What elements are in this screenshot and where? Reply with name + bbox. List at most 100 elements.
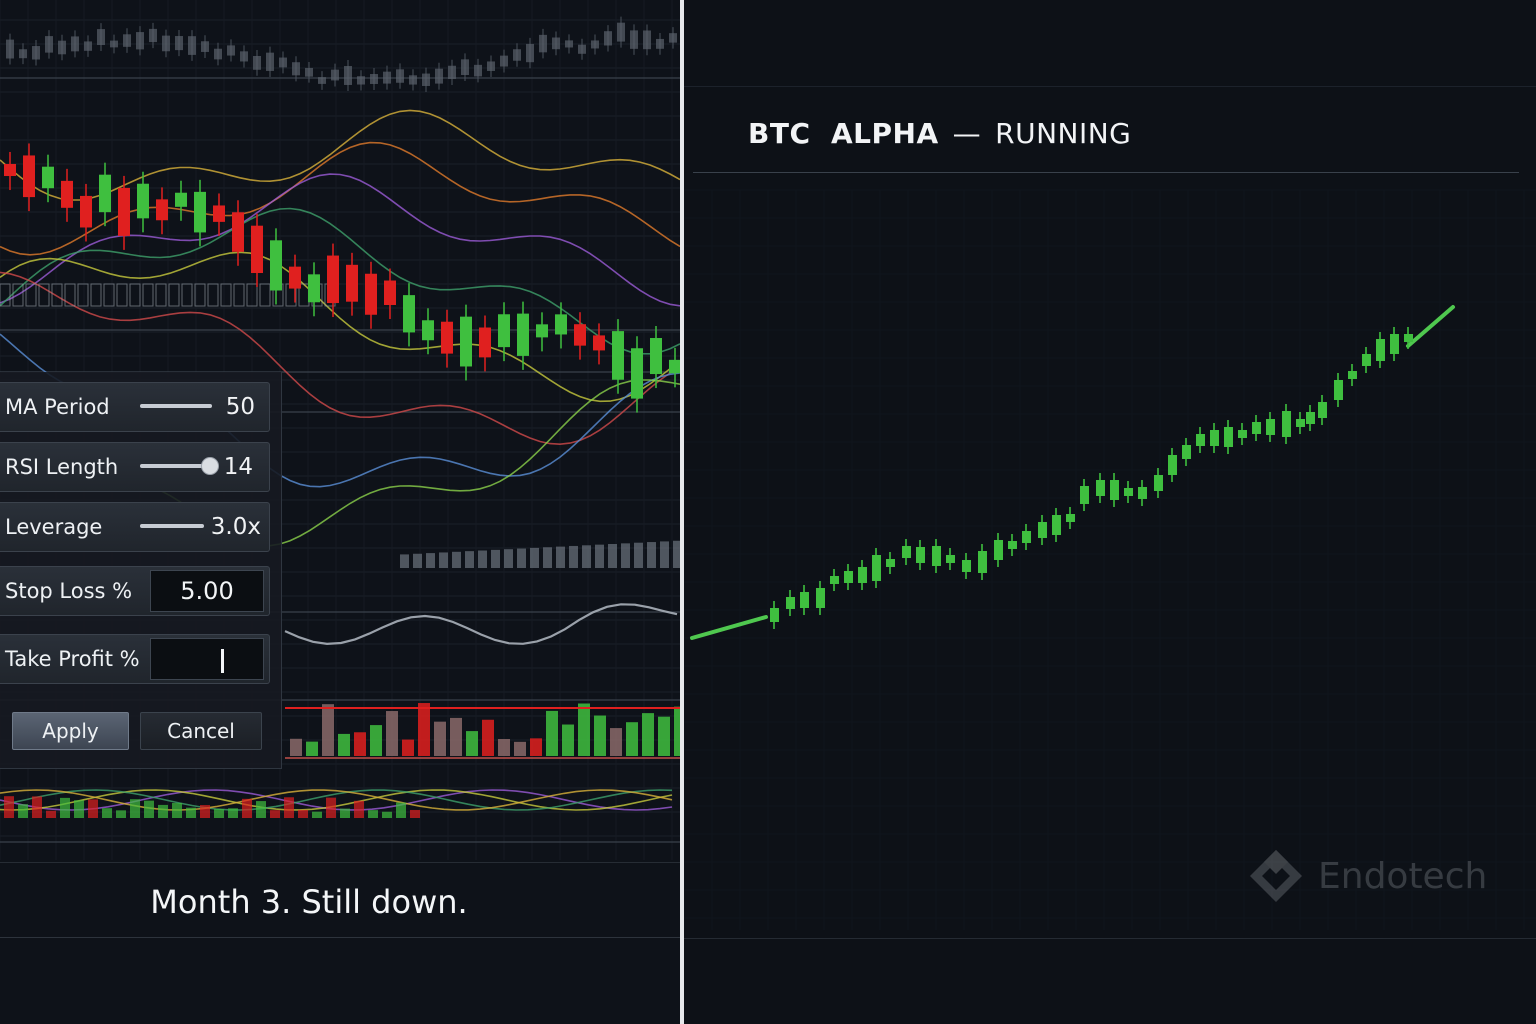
lower-candle (144, 800, 154, 818)
stop-loss-label: Stop Loss % (5, 579, 133, 603)
faded-candle (513, 49, 521, 61)
lower-candle (396, 802, 406, 818)
endotech-watermark: Endotech (1246, 845, 1487, 907)
faded-candle (487, 61, 495, 71)
faded-candle (6, 39, 14, 59)
lower-candle (410, 809, 420, 818)
outline-candle (259, 283, 271, 307)
outline-candle (155, 283, 167, 307)
take-profit-input[interactable] (150, 638, 264, 680)
outline-candle (181, 283, 193, 307)
faded-candle (552, 37, 560, 50)
ma-period-slider[interactable] (140, 404, 212, 408)
grey-bar (673, 540, 680, 568)
lower-candle (382, 811, 392, 818)
faded-candle (292, 62, 300, 76)
lower-candle (4, 796, 14, 818)
faded-candle (279, 57, 287, 68)
bull-candle (1348, 371, 1357, 379)
bull-candle (1334, 380, 1343, 400)
bull-candle (669, 359, 680, 374)
faded-candle (201, 41, 209, 52)
outline-candle (90, 283, 102, 307)
faded-candle (331, 69, 339, 81)
apply-button[interactable]: Apply (12, 712, 129, 750)
cancel-button[interactable]: Cancel (140, 712, 262, 750)
lower-candle (88, 799, 98, 818)
faded-candle (344, 66, 352, 85)
lower-candle (284, 797, 294, 818)
bull-candle (1196, 434, 1205, 446)
bull-candle (403, 295, 415, 333)
grey-bar (660, 541, 669, 568)
bull-candle (1224, 427, 1233, 447)
volume-bar (450, 717, 462, 756)
outline-candle (220, 283, 232, 307)
bear-candle (156, 199, 168, 221)
faded-candle (110, 40, 118, 48)
lower-indicator-line (0, 789, 673, 811)
trend-start-line (690, 615, 768, 640)
volume-bar (626, 722, 638, 756)
outline-candle (168, 283, 180, 307)
lower-candle (60, 797, 70, 818)
outline-candle (25, 283, 37, 307)
watermark-text: Endotech (1318, 855, 1488, 897)
outline-candle (129, 283, 141, 307)
take-profit-label: Take Profit % (5, 647, 140, 671)
leverage-slider[interactable] (140, 524, 204, 528)
bull-candle (1066, 514, 1075, 522)
lower-candle (116, 810, 126, 818)
lower-candle (326, 797, 336, 818)
bear-candle (23, 155, 35, 198)
grey-bar (595, 544, 604, 568)
outline-candle (64, 283, 76, 307)
grey-bar (413, 553, 422, 568)
footer-divider-right (684, 938, 1536, 939)
bull-candle (194, 191, 206, 233)
rsi-length-slider[interactable] (140, 457, 219, 475)
bot-name: BTC ALPHA (748, 117, 939, 150)
stop-loss-input[interactable] (150, 570, 264, 612)
bull-candle (555, 314, 567, 335)
faded-candle (214, 48, 222, 60)
caption-divider (0, 862, 680, 863)
volume-bar (642, 713, 654, 756)
header-divider (693, 172, 1519, 173)
faded-candle (84, 41, 92, 51)
bull-candle (536, 324, 548, 338)
bear-candle (80, 195, 92, 228)
volume-bar (370, 725, 382, 756)
lower-candle (130, 799, 140, 818)
volume-bar (338, 733, 350, 756)
grey-bar (504, 549, 513, 568)
bull-candle (1238, 430, 1247, 438)
volume-bar (322, 704, 334, 756)
lower-candle (312, 811, 322, 818)
bull-candle (1052, 515, 1061, 535)
bull-candle (872, 555, 881, 581)
bull-candle (498, 314, 510, 348)
faded-candle (305, 67, 313, 77)
faded-candle (591, 40, 599, 49)
lower-indicator-line (0, 789, 673, 811)
leverage-label: Leverage (5, 515, 103, 539)
grey-bar (621, 543, 630, 568)
bear-candle (441, 321, 453, 354)
bull-candle (1124, 488, 1133, 496)
volume-bar (594, 715, 606, 756)
bull-candle (994, 540, 1003, 560)
lower-candle (228, 808, 238, 818)
grey-bar (634, 542, 643, 568)
caption-text: Month 3. Still down. (150, 883, 468, 921)
rsi-length-slider-thumb[interactable] (201, 457, 219, 475)
bull-candle (1008, 541, 1017, 549)
bull-candle (916, 547, 925, 563)
faded-candle (253, 55, 261, 70)
bull-candle (1138, 487, 1147, 499)
bull-candle (800, 592, 809, 608)
faded-candle (604, 31, 612, 46)
faded-candle (461, 59, 469, 75)
bull-candle (612, 331, 624, 380)
faded-candle (162, 35, 170, 52)
